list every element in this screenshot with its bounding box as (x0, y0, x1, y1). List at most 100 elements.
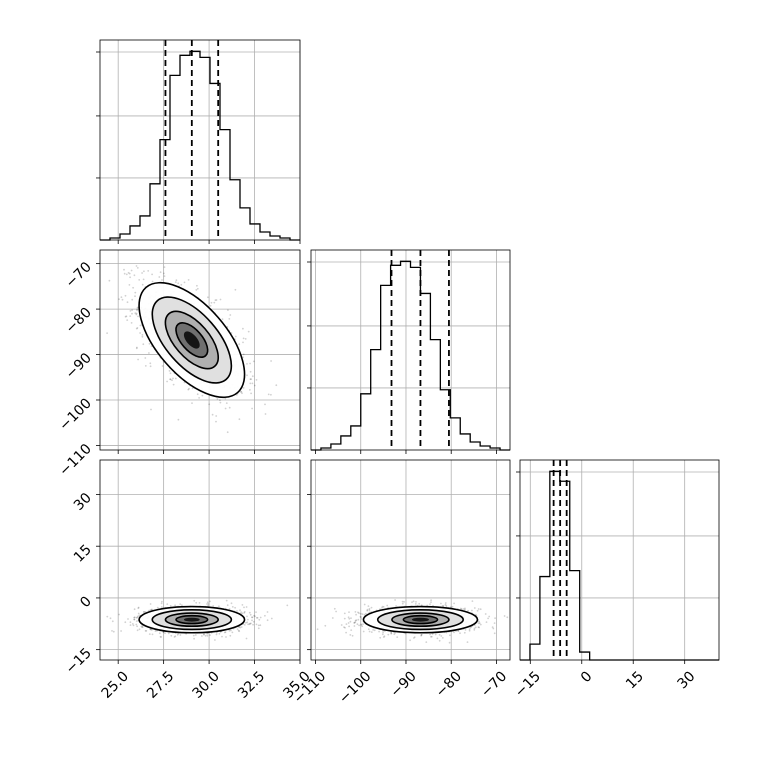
scatter-point (250, 392, 253, 395)
scatter-point (142, 343, 145, 346)
scatter-point (133, 618, 136, 621)
scatter-point (473, 629, 476, 631)
scatter-point (148, 352, 150, 354)
scatter-point (206, 632, 209, 635)
scatter-point (187, 279, 190, 281)
scatter-point (139, 324, 142, 327)
scatter-point (111, 620, 114, 623)
scatter-point (354, 619, 357, 622)
scatter-point (179, 634, 182, 636)
scatter-point (129, 624, 132, 626)
scatter-point (145, 630, 148, 632)
scatter-point (151, 273, 154, 276)
scatter-point (264, 614, 266, 617)
scatter-point (129, 315, 132, 317)
scatter-point (353, 625, 356, 627)
x-tick-label: 30 (675, 668, 699, 692)
scatter-point (344, 626, 346, 629)
scatter-point (457, 630, 460, 632)
scatter-point (267, 393, 270, 396)
scatter-point (174, 377, 177, 380)
panel-border (99, 249, 301, 451)
scatter-point (350, 617, 352, 619)
scatter-point (476, 609, 479, 612)
scatter-point (137, 615, 139, 618)
scatter-point (193, 637, 196, 640)
scatter-point (142, 278, 145, 281)
scatter-point (478, 626, 480, 629)
scatter-point (360, 623, 363, 626)
scatter-point (241, 612, 244, 615)
scatter-point (246, 363, 248, 365)
scatter-point (253, 384, 256, 387)
scatter-point (246, 621, 249, 624)
scatter-point (393, 633, 396, 636)
scatter-point (141, 334, 144, 336)
scatter-point (270, 617, 273, 620)
scatter-point (474, 626, 477, 629)
scatter-point (159, 635, 162, 638)
scatter-point (488, 615, 491, 618)
scatter-point (177, 282, 180, 285)
scatter-point (357, 618, 360, 621)
scatter-point (218, 632, 221, 635)
scatter-point (340, 624, 343, 626)
scatter-point (468, 628, 471, 631)
scatter-point (129, 310, 132, 312)
scatter-point (350, 629, 353, 631)
panel-border (99, 39, 301, 241)
scatter-point (203, 633, 205, 635)
panel-border (310, 249, 511, 451)
scatter-point (367, 628, 370, 631)
scatter-point (430, 635, 432, 638)
scatter-point (420, 604, 423, 607)
scatter-point (237, 629, 240, 632)
scatter-point (188, 387, 190, 390)
scatter-point (249, 622, 251, 625)
scatter-point (348, 611, 350, 613)
scatter-point (242, 341, 244, 344)
scatter-point (126, 319, 129, 321)
scatter-point (230, 602, 233, 605)
scatter-point (370, 631, 373, 633)
scatter-point (363, 603, 366, 606)
scatter-point (144, 365, 147, 367)
density-contour (175, 614, 209, 625)
scatter-point (133, 608, 136, 611)
scatter-point (372, 629, 374, 631)
scatter-point (214, 299, 217, 301)
scatter-point (163, 266, 166, 268)
scatter-point (221, 635, 223, 638)
scatter-point (174, 604, 177, 607)
scatter-point (381, 607, 383, 609)
scatter-point (255, 379, 258, 381)
scatter-point (387, 633, 390, 636)
scatter-point (467, 609, 469, 612)
scatter-point (228, 406, 231, 409)
scatter-point (127, 271, 130, 274)
scatter-point (158, 276, 161, 278)
scatter-point (196, 287, 199, 290)
scatter-point (136, 308, 139, 311)
scatter-point (493, 622, 496, 624)
scatter-point (149, 628, 152, 631)
scatter-point (247, 330, 250, 333)
scatter-point (245, 637, 248, 640)
scatter-point (246, 374, 248, 377)
scatter-point (477, 608, 480, 610)
scatter-point (353, 621, 356, 624)
scatter-point (209, 634, 211, 636)
scatter-point (434, 633, 437, 636)
scatter-point (149, 365, 152, 368)
scatter-point (225, 402, 228, 404)
scatter-point (133, 616, 136, 619)
scatter-point (137, 612, 140, 615)
scatter-point (415, 601, 417, 603)
scatter-point (358, 612, 360, 615)
scatter-point (138, 628, 141, 631)
scatter-point (144, 630, 147, 632)
scatter-point (238, 343, 241, 345)
scatter-point (430, 635, 433, 638)
scatter-point (513, 617, 515, 619)
scatter-point (156, 606, 159, 609)
